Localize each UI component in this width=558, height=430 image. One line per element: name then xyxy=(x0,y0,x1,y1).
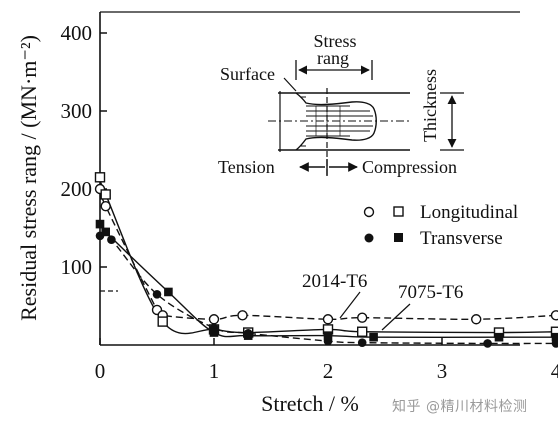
watermark: 知乎 @精川材料检测 xyxy=(392,399,528,415)
stress-profile-curve xyxy=(295,92,377,151)
y-tick-label-1: 200 xyxy=(61,177,93,201)
x-tick-label-0: 0 xyxy=(95,359,106,383)
data-point-s1-2 xyxy=(157,316,168,327)
inset-thickness-label: Thickness xyxy=(420,69,440,142)
data-point-s2-7 xyxy=(483,339,492,348)
series-line-1 xyxy=(98,176,557,335)
data-point-s3-4 xyxy=(243,331,253,340)
stress-profile-hatching xyxy=(300,96,373,147)
data-point-s3-5 xyxy=(323,331,333,340)
x-axis-title: Stretch / % xyxy=(261,391,359,416)
data-point-s3-0 xyxy=(95,219,105,229)
annotation-7075-leader xyxy=(381,303,411,331)
series-line-2 xyxy=(99,233,557,345)
data-point-s0-4 xyxy=(208,314,220,325)
data-point-s2-2 xyxy=(152,290,162,299)
inset-compression-label: Compression xyxy=(362,157,457,177)
x-tick-label-1: 1 xyxy=(209,359,220,383)
data-point-s0-8 xyxy=(471,314,482,325)
x-tick-label-3: 3 xyxy=(437,359,448,383)
legend-longitudinal-label: Longitudinal xyxy=(420,202,518,223)
series-points xyxy=(94,172,558,348)
data-point-s0-7 xyxy=(357,312,368,323)
inset-diagram: Stress rang Surface Thickness Tension Co… xyxy=(218,31,464,177)
data-point-s3-1 xyxy=(101,227,110,237)
y-tick-label-0: 100 xyxy=(61,255,93,279)
annotation-2014-label: 2014-T6 xyxy=(302,271,367,292)
legend: Longitudinal Transverse xyxy=(363,202,518,249)
data-point-s3-8 xyxy=(551,332,558,342)
data-point-s1-0 xyxy=(94,172,106,183)
legend-transverse-label: Transverse xyxy=(420,228,503,249)
data-point-s3-6 xyxy=(369,332,378,342)
legend-filled-square-marker xyxy=(394,233,403,242)
data-point-s0-1 xyxy=(100,200,111,212)
annotation-2014-leader xyxy=(339,291,361,319)
legend-open-circle-marker xyxy=(363,206,375,218)
y-tick-label-2: 300 xyxy=(61,99,93,123)
annotation-7075: 7075-T6 xyxy=(381,282,463,331)
inset-surface-label: Surface xyxy=(220,64,275,84)
stress-profile-inner xyxy=(315,106,341,136)
data-point-s1-6 xyxy=(357,326,368,337)
inset-tension-label: Tension xyxy=(218,157,275,177)
tick-marks xyxy=(99,32,557,345)
legend-filled-circle-marker xyxy=(364,233,374,243)
annotation-2014: 2014-T6 xyxy=(302,271,367,319)
inset-stress-label: Stress xyxy=(313,31,356,51)
data-point-s0-5 xyxy=(237,310,248,321)
x-tick-label-2: 2 xyxy=(323,359,334,383)
x-tick-label-4: 4 xyxy=(551,359,558,383)
data-point-s2-1 xyxy=(107,235,116,244)
annotation-7075-label: 7075-T6 xyxy=(398,282,463,303)
data-point-s3-3 xyxy=(209,328,219,337)
legend-open-square-marker xyxy=(393,206,404,217)
data-point-s3-7 xyxy=(494,332,504,342)
data-point-s1-1 xyxy=(100,189,111,200)
data-point-s0-6 xyxy=(322,314,334,325)
inset-rang-label: rang xyxy=(317,48,349,68)
y-tick-label-3: 400 xyxy=(61,21,93,45)
surface-pointer xyxy=(283,77,297,92)
data-point-s0-9 xyxy=(550,310,558,321)
y-axis-title: Residual stress rang / (MN·m⁻²) xyxy=(16,35,41,321)
data-point-s3-2 xyxy=(164,287,173,297)
tick-labels: 0 1 2 3 4 100 200 300 400 xyxy=(61,21,558,383)
data-point-s2-6 xyxy=(357,338,367,347)
